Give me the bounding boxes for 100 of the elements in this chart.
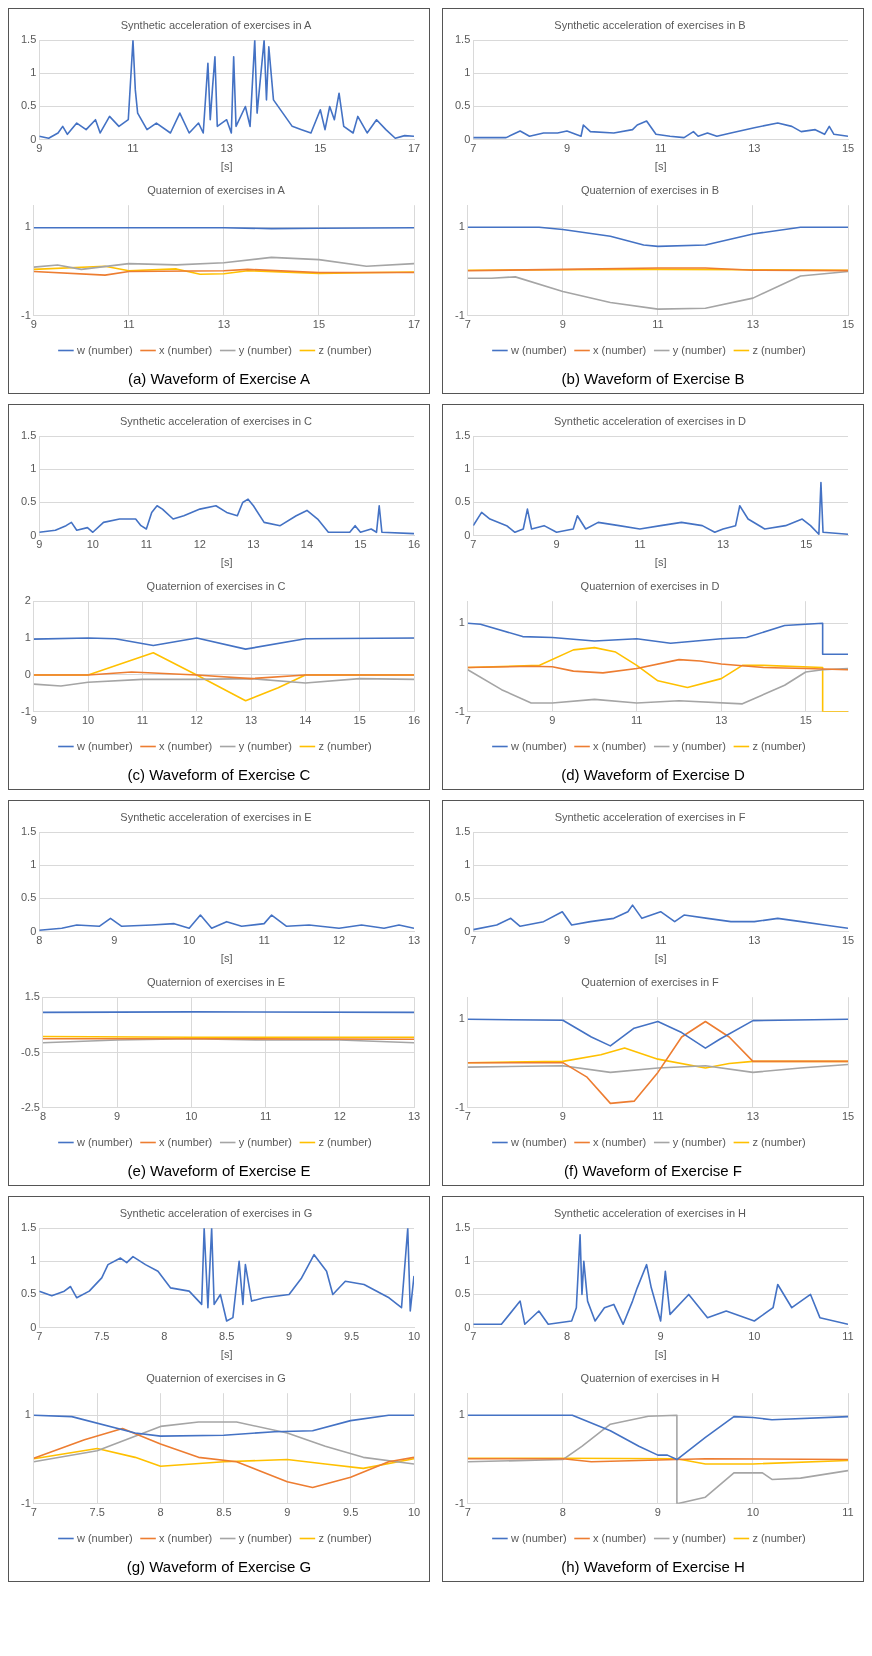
y-tick-label: 0	[30, 132, 37, 145]
chart-title: Synthetic acceleration of exercises in D	[554, 414, 747, 427]
x-tick-label: 13	[746, 1110, 760, 1123]
legend-label: x (number)	[159, 343, 213, 356]
x-tick-label: 9	[286, 1330, 293, 1343]
legend-label: y (number)	[672, 739, 726, 752]
legend-label: z (number)	[318, 1531, 372, 1544]
x-tick-label: 7	[464, 1506, 471, 1519]
x-tick-label: 8	[39, 1110, 47, 1123]
x-tick-label: 15	[353, 714, 366, 727]
x-tick-label: 11	[140, 538, 153, 551]
legend-label: x (number)	[159, 1531, 213, 1544]
chart-title: Synthetic acceleration of exercises in G	[119, 1206, 313, 1219]
y-tick-label: 1	[464, 462, 471, 475]
y-tick-label: 1.5	[454, 33, 471, 46]
x-tick-label: 13	[244, 714, 258, 727]
y-tick-label: -2.5	[20, 1100, 40, 1113]
x-axis-title: [s]	[220, 952, 233, 965]
x-tick-label: 7	[464, 318, 471, 331]
x-tick-label: 9	[563, 934, 571, 947]
x-tick-label: 9	[654, 1506, 661, 1519]
x-tick-label: 8	[559, 1506, 566, 1519]
legend-label: z (number)	[752, 1531, 806, 1544]
x-tick-label: 15	[354, 538, 367, 551]
y-tick-label: 1.5	[20, 825, 37, 838]
x-tick-label: 15	[841, 142, 855, 155]
y-tick-label: 2	[24, 594, 31, 607]
x-tick-label: 13	[247, 538, 260, 551]
y-tick-label: 0	[24, 667, 31, 680]
y-tick-label: 0	[30, 924, 37, 937]
text: (c) Waveform of Exercise C	[126, 766, 312, 783]
x-tick-label: 9	[657, 1330, 664, 1343]
y-tick-label: 0	[464, 528, 471, 541]
y-tick-label: 1	[464, 1254, 471, 1267]
y-tick-label: 0	[464, 132, 471, 145]
x-tick-label: 11	[258, 934, 270, 947]
x-tick-label: 8	[36, 934, 43, 947]
legend-label: y (number)	[672, 343, 726, 356]
y-tick-label: 1	[458, 616, 465, 629]
legend-label: w (number)	[75, 1135, 133, 1148]
x-tick-label: 17	[407, 142, 421, 155]
text: (d) Waveform of Exercise D	[560, 766, 746, 783]
x-tick-label: 8	[157, 1506, 164, 1519]
x-tick-label: 7	[470, 934, 477, 947]
y-tick-label: -1	[455, 1496, 465, 1509]
y-tick-label: 0	[464, 924, 471, 937]
y-tick-label: -1	[455, 308, 465, 321]
y-tick-label: -1	[455, 704, 465, 717]
legend-label: x (number)	[593, 1135, 647, 1148]
x-axis-title: [s]	[654, 1348, 667, 1361]
y-tick-label: 0.5	[20, 495, 37, 508]
x-tick-label: 10	[407, 1330, 421, 1343]
x-tick-label: 11	[842, 1330, 854, 1343]
x-tick-label: 14	[300, 538, 314, 551]
x-axis-title: [s]	[220, 1348, 233, 1361]
x-tick-label: 9	[549, 714, 556, 727]
x-tick-label: 9	[36, 142, 43, 155]
legend-label: w (number)	[75, 343, 133, 356]
y-tick-label: 1	[24, 631, 31, 644]
x-axis-title: [s]	[220, 160, 233, 173]
y-tick-label: 1.5	[454, 1221, 471, 1234]
text: (f) Waveform of Exercise F	[563, 1162, 743, 1179]
legend-label: x (number)	[159, 1135, 213, 1148]
chart-title: Synthetic acceleration of exercises in H	[554, 1206, 747, 1219]
legend-label: y (number)	[238, 1135, 292, 1148]
chart-title: Quaternion of exercises in H	[580, 1371, 720, 1384]
x-tick-label: 9	[114, 1110, 121, 1123]
y-tick-label: 0.5	[454, 495, 471, 508]
y-tick-label: 0.5	[454, 99, 471, 112]
y-tick-label: 1.5	[20, 33, 37, 46]
x-tick-label: 10	[407, 1506, 421, 1519]
y-tick-label: 1	[458, 220, 465, 233]
x-tick-label: 10	[86, 538, 99, 551]
x-tick-label: 13	[407, 1110, 421, 1123]
x-tick-label: 9.5	[343, 1330, 360, 1343]
legend-label: z (number)	[318, 343, 372, 356]
y-tick-label: 0	[464, 1320, 471, 1333]
x-tick-label: 12	[332, 934, 346, 947]
legend-label: x (number)	[593, 739, 647, 752]
x-tick-label: 15	[800, 538, 813, 551]
chart-title: Quaternion of exercises in A	[147, 183, 286, 196]
legend-label: w (number)	[509, 1135, 567, 1148]
legend-label: y (number)	[672, 1531, 726, 1544]
x-tick-label: 8.5	[219, 1330, 235, 1343]
x-tick-label: 7	[464, 1110, 471, 1123]
y-tick-label: 1	[464, 858, 471, 871]
x-tick-label: 7	[30, 1506, 37, 1519]
legend-label: z (number)	[318, 1135, 372, 1148]
y-tick-label: -1	[21, 704, 31, 717]
chart-title: Quaternion of exercises in G	[146, 1371, 286, 1384]
x-tick-label: 14	[299, 714, 312, 727]
x-axis-title: [s]	[220, 556, 233, 569]
x-tick-label: 15	[314, 142, 327, 155]
x-tick-label: 10	[81, 714, 95, 727]
legend-label: w (number)	[75, 1531, 133, 1544]
chart-title: Synthetic acceleration of exercises in A	[120, 18, 313, 31]
x-tick-label: 16	[407, 538, 421, 551]
text: (a) Waveform of Exercise A	[127, 370, 311, 387]
y-tick-label: 0.5	[20, 99, 37, 112]
y-tick-label: 1.5	[454, 429, 471, 442]
